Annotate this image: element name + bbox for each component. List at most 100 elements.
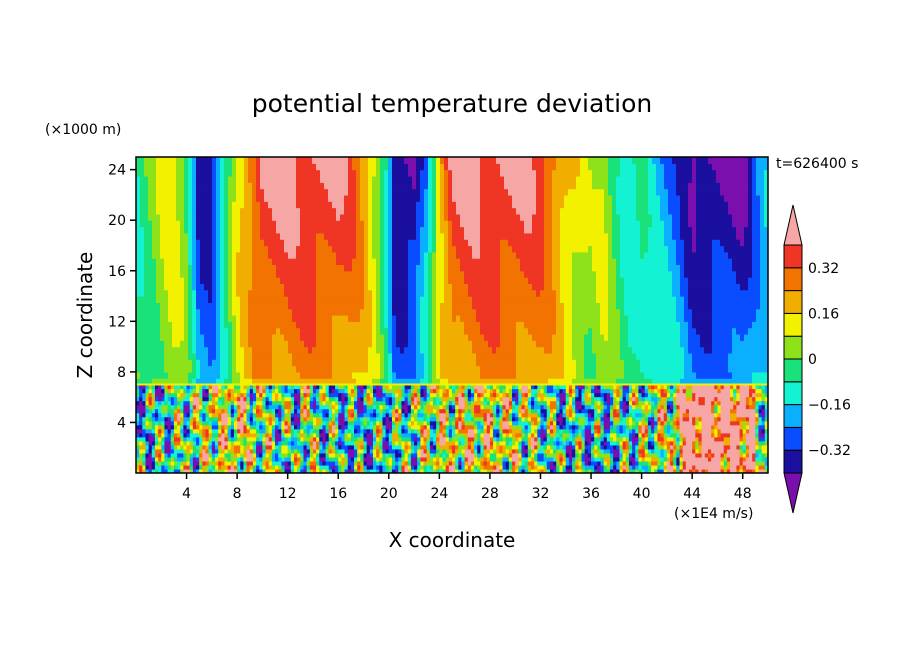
contour-cell: [648, 264, 653, 272]
contour-cell: [384, 264, 389, 272]
contour-cell: [404, 277, 409, 284]
contour-cell: [532, 270, 537, 278]
contour-cell: [640, 245, 645, 253]
contour-cell: [668, 365, 673, 373]
contour-cell: [644, 277, 649, 284]
contour-cell: [428, 365, 433, 373]
contour-cell: [652, 201, 657, 209]
contour-cell: [556, 352, 561, 360]
contour-cell: [544, 182, 549, 190]
contour-cell: [144, 277, 149, 284]
contour-cell: [312, 226, 317, 234]
contour-cell: [204, 201, 209, 209]
contour-cell: [364, 283, 369, 291]
contour-cell: [448, 270, 453, 278]
contour-cell: [404, 182, 409, 190]
contour-cell: [300, 232, 305, 240]
contour-cell: [304, 333, 309, 341]
contour-cell: [568, 277, 573, 284]
contour-cell: [536, 289, 541, 297]
contour-cell: [536, 239, 541, 247]
contour-cell: [420, 232, 425, 240]
contour-cell: [172, 163, 177, 171]
contour-cell: [176, 264, 181, 272]
contour-cell: [472, 169, 477, 177]
contour-cell: [256, 264, 261, 272]
contour-cell: [292, 308, 297, 316]
contour-cell: [252, 289, 257, 297]
contour-cell: [360, 296, 365, 303]
contour-cell: [436, 163, 441, 171]
contour-cell: [504, 264, 509, 272]
contour-cell: [236, 163, 241, 171]
contour-cell: [260, 283, 265, 291]
contour-cell: [588, 283, 593, 291]
contour-cell: [424, 277, 429, 284]
contour-cell: [684, 220, 689, 228]
contour-cell: [536, 315, 541, 322]
contour-cell: [472, 333, 477, 341]
contour-cell: [148, 175, 153, 183]
contour-cell: [440, 277, 445, 284]
contour-cell: [392, 365, 397, 373]
contour-cell: [172, 264, 177, 272]
contour-cell: [480, 188, 485, 196]
contour-cell: [192, 321, 197, 329]
contour-cell: [272, 333, 277, 341]
contour-cell: [200, 270, 205, 278]
contour-cell: [396, 182, 401, 190]
contour-cell: [336, 182, 341, 190]
contour-cell: [328, 175, 333, 183]
contour-cell: [436, 264, 441, 272]
contour-cell: [288, 239, 293, 247]
contour-cell: [516, 232, 521, 240]
contour-cell: [464, 194, 469, 202]
contour-cell: [372, 346, 377, 354]
contour-cell: [456, 207, 461, 215]
contour-cell: [340, 296, 345, 303]
contour-cell: [192, 346, 197, 354]
contour-cell: [328, 378, 333, 386]
contour-cell: [660, 359, 665, 367]
contour-cell: [448, 277, 453, 284]
contour-cell: [448, 169, 453, 177]
contour-cell: [648, 188, 653, 196]
contour-cell: [236, 207, 241, 215]
contour-cell: [324, 308, 329, 316]
contour-cell: [276, 157, 281, 164]
contour-cell: [144, 207, 149, 215]
contour-cell: [480, 157, 485, 164]
contour-cell: [632, 169, 637, 177]
contour-cell: [464, 226, 469, 234]
contour-cell: [352, 359, 357, 367]
contour-cell: [592, 277, 597, 284]
contour-cell: [580, 371, 585, 379]
contour-cell: [600, 188, 605, 196]
contour-cell: [636, 333, 641, 341]
contour-cell: [512, 296, 517, 303]
contour-cell: [684, 289, 689, 297]
contour-cell: [632, 378, 637, 386]
contour-cell: [180, 157, 185, 164]
contour-cell: [180, 365, 185, 373]
contour-cell: [444, 340, 449, 348]
contour-cell: [528, 365, 533, 373]
contour-cell: [136, 365, 141, 373]
contour-cell: [264, 346, 269, 354]
contour-cell: [456, 352, 461, 360]
contour-cell: [408, 333, 413, 341]
contour-cell: [236, 245, 241, 253]
contour-cell: [676, 175, 681, 183]
contour-cell: [580, 220, 585, 228]
contour-cell: [524, 251, 529, 259]
contour-cell: [636, 258, 641, 266]
contour-cell: [500, 264, 505, 272]
contour-cell: [228, 194, 233, 202]
contour-cell: [632, 346, 637, 354]
contour-cell: [416, 226, 421, 234]
contour-cell: [572, 315, 577, 322]
contour-cell: [452, 245, 457, 253]
contour-cell: [204, 359, 209, 367]
contour-cell: [160, 169, 165, 177]
contour-cell: [412, 296, 417, 303]
